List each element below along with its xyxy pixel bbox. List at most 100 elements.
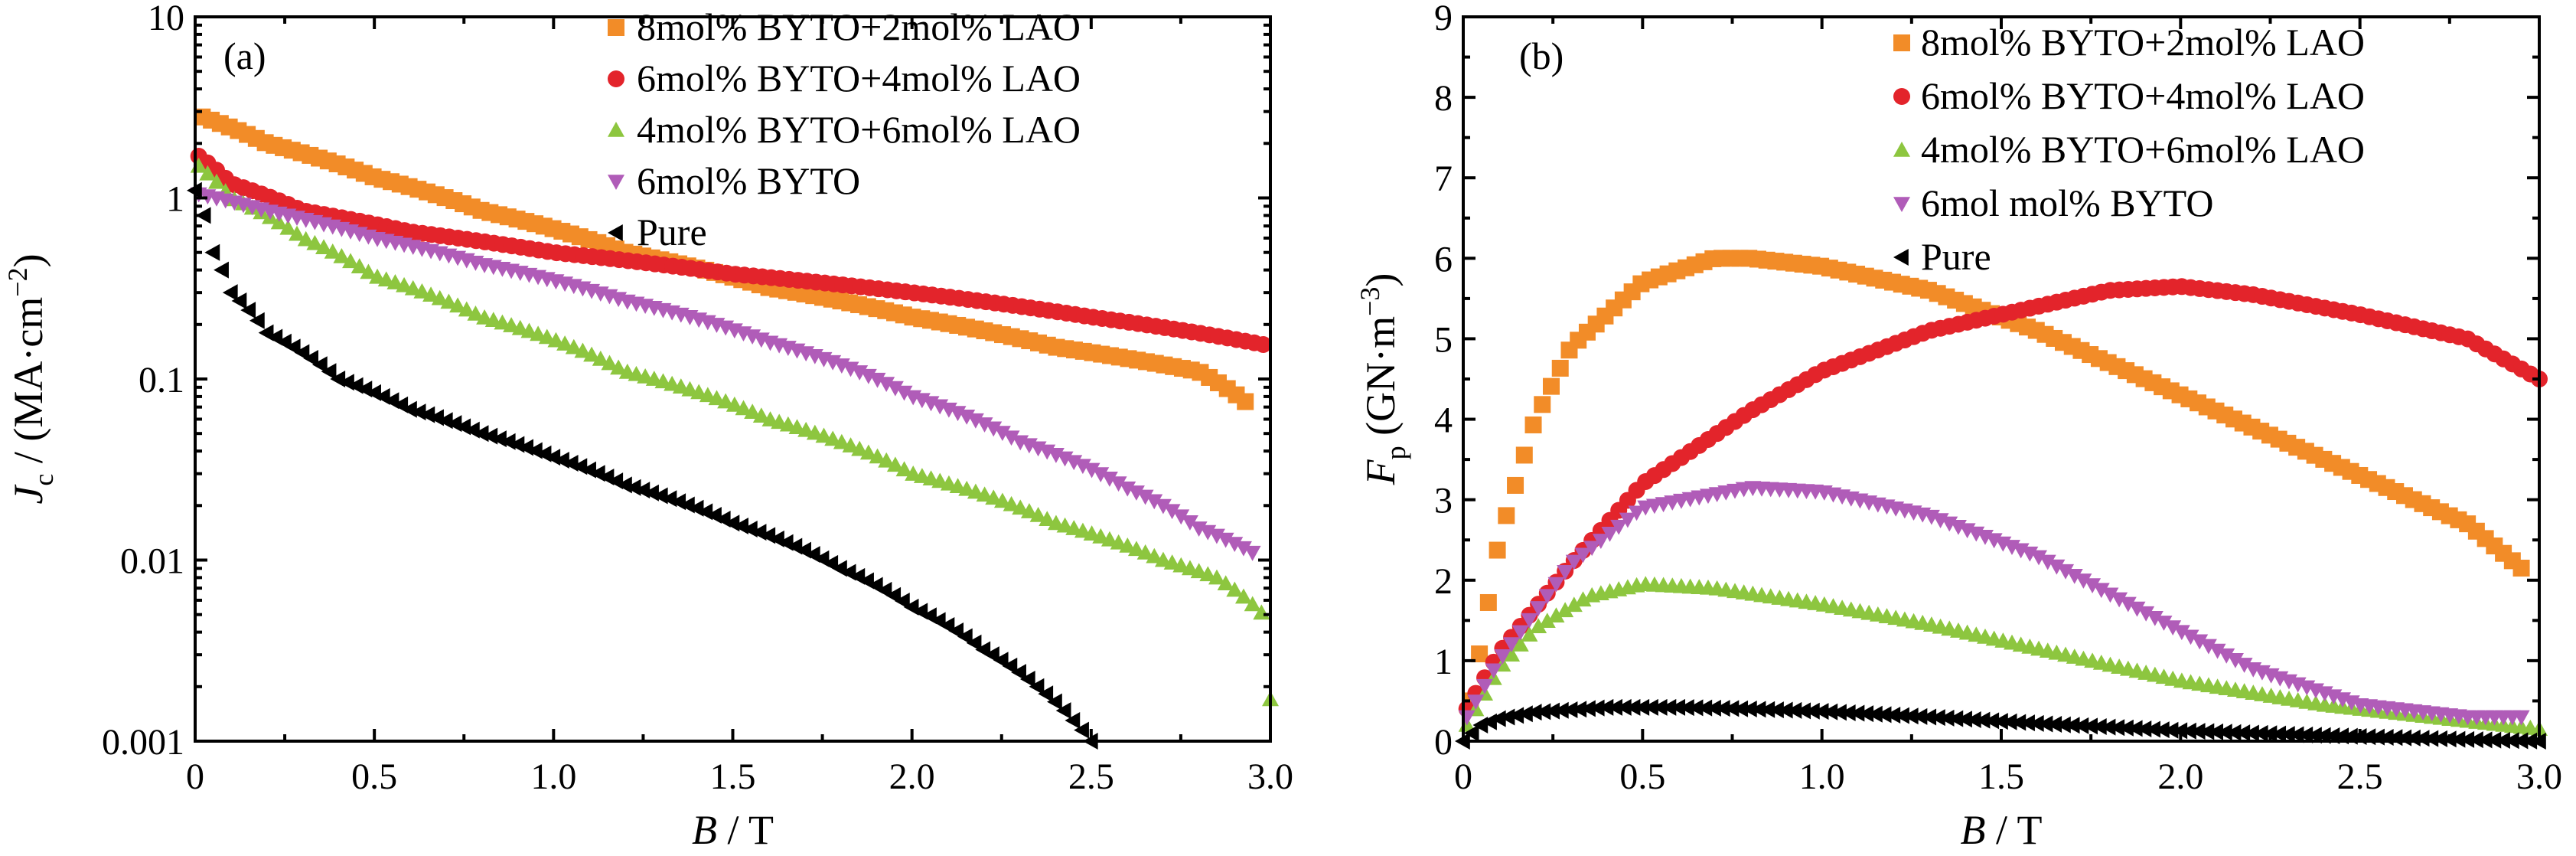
y-tick-label-a: 0.001 xyxy=(102,722,184,763)
data-point-b-3 xyxy=(1530,601,1547,616)
data-point-a-4 xyxy=(240,302,256,319)
y-tick-label-a: 0.01 xyxy=(120,541,184,582)
y-tick-label-b: 5 xyxy=(1434,319,1453,360)
legend-marker-a-1 xyxy=(608,70,624,87)
data-point-b-3 xyxy=(2048,559,2066,575)
data-point-b-3 xyxy=(1458,710,1475,726)
data-point-b-4 xyxy=(1903,707,1919,725)
data-point-a-2 xyxy=(1020,503,1038,518)
data-point-a-4 xyxy=(957,628,973,645)
data-point-a-2 xyxy=(851,440,869,456)
data-point-b-4 xyxy=(1777,701,1793,719)
data-point-b-4 xyxy=(1965,711,1981,728)
data-point-a-2 xyxy=(279,219,297,235)
data-point-a-4 xyxy=(419,406,435,423)
y-tick-label-b: 8 xyxy=(1434,78,1453,119)
data-point-a-4 xyxy=(303,350,319,368)
x-tick-label-a: 0.5 xyxy=(351,756,397,797)
data-point-a-4 xyxy=(482,427,498,445)
data-point-a-4 xyxy=(1047,693,1062,711)
y-tick-label-a: 10 xyxy=(148,0,184,38)
data-point-b-4 xyxy=(2073,717,2089,734)
data-point-a-3 xyxy=(1065,455,1083,471)
data-point-b-2 xyxy=(1557,602,1574,618)
data-point-a-2 xyxy=(1146,547,1163,564)
data-point-b-2 xyxy=(1503,646,1521,662)
data-point-a-2 xyxy=(878,452,895,468)
data-point-a-2 xyxy=(520,322,538,338)
data-point-a-2 xyxy=(1127,541,1145,557)
data-point-b-4 xyxy=(1831,704,1847,721)
data-point-a-2 xyxy=(842,437,859,453)
data-point-b-3 xyxy=(2137,606,2155,622)
data-point-b-3 xyxy=(2155,616,2173,631)
data-point-b-2 xyxy=(1521,626,1538,642)
data-point-b-4 xyxy=(2091,718,2107,736)
legend-marker-a-4 xyxy=(608,224,623,241)
data-point-b-4 xyxy=(1580,700,1596,717)
data-point-b-3 xyxy=(1628,505,1645,521)
data-point-a-4 xyxy=(491,430,507,448)
data-point-b-3 xyxy=(1476,678,1494,694)
data-point-b-4 xyxy=(1769,701,1784,719)
data-point-a-4 xyxy=(1074,721,1089,739)
data-point-b-4 xyxy=(1544,702,1560,720)
x-tick-label-b: 0 xyxy=(1454,756,1472,797)
data-point-a-2 xyxy=(351,258,368,273)
data-point-a-2 xyxy=(601,354,618,371)
data-point-b-4 xyxy=(2261,725,2278,743)
series-a-2 xyxy=(190,157,1279,707)
data-point-b-4 xyxy=(2056,716,2071,733)
data-point-a-2 xyxy=(1110,534,1127,550)
legend-marker-b-1 xyxy=(1893,88,1910,105)
data-point-a-4 xyxy=(222,284,238,302)
data-point-b-4 xyxy=(1518,705,1533,723)
data-point-a-2 xyxy=(1039,511,1056,527)
panel-label-b: (b) xyxy=(1519,34,1564,77)
data-point-a-2 xyxy=(797,421,815,437)
data-point-b-4 xyxy=(1616,698,1632,716)
legend-marker-b-4 xyxy=(1893,249,1909,266)
data-point-a-2 xyxy=(1029,507,1047,522)
data-point-b-4 xyxy=(2037,715,2053,733)
data-point-b-4 xyxy=(1867,705,1883,723)
data-point-b-4 xyxy=(2432,730,2447,747)
data-point-b-4 xyxy=(2118,719,2134,737)
data-point-a-2 xyxy=(199,165,217,181)
data-point-a-3 xyxy=(1146,494,1163,510)
data-point-b-4 xyxy=(2225,724,2242,741)
data-point-b-4 xyxy=(1939,709,1955,727)
data-point-a-2 xyxy=(610,359,628,375)
data-point-b-4 xyxy=(2046,716,2062,733)
legend-marker-b-3 xyxy=(1893,197,1910,212)
data-point-b-4 xyxy=(2001,713,2017,730)
data-point-b-4 xyxy=(1490,710,1506,727)
data-point-b-4 xyxy=(1849,704,1865,722)
data-point-b-4 xyxy=(2450,730,2466,748)
data-point-a-2 xyxy=(440,293,458,309)
y-tick-label-b: 4 xyxy=(1434,400,1453,441)
data-point-b-3 xyxy=(1521,613,1538,629)
legend-label-a-1: 6mol% BYTO+4mol% LAO xyxy=(637,57,1081,100)
data-point-b-4 xyxy=(1706,699,1721,717)
legend-label-b-2: 4mol% BYTO+6mol% LAO xyxy=(1921,128,2365,171)
data-point-a-2 xyxy=(396,276,413,292)
data-point-a-2 xyxy=(289,225,306,241)
data-point-b-4 xyxy=(2010,714,2027,731)
data-point-a-2 xyxy=(993,492,1011,508)
data-point-a-2 xyxy=(1199,566,1217,582)
data-point-b-3 xyxy=(2146,611,2164,626)
series-a-3 xyxy=(190,187,1261,561)
data-point-b-2 xyxy=(1547,607,1565,623)
data-point-b-4 xyxy=(2145,720,2160,738)
y-tick-label-b: 9 xyxy=(1434,0,1453,38)
data-point-a-2 xyxy=(976,486,993,502)
data-point-b-4 xyxy=(1733,700,1749,717)
data-point-b-3 xyxy=(2119,596,2137,613)
series-a-4 xyxy=(187,181,1098,750)
data-point-b-3 xyxy=(1538,589,1556,605)
x-tick-label-b: 1.5 xyxy=(1978,756,2024,797)
data-point-a-2 xyxy=(422,286,440,302)
data-point-b-4 xyxy=(1589,699,1605,717)
